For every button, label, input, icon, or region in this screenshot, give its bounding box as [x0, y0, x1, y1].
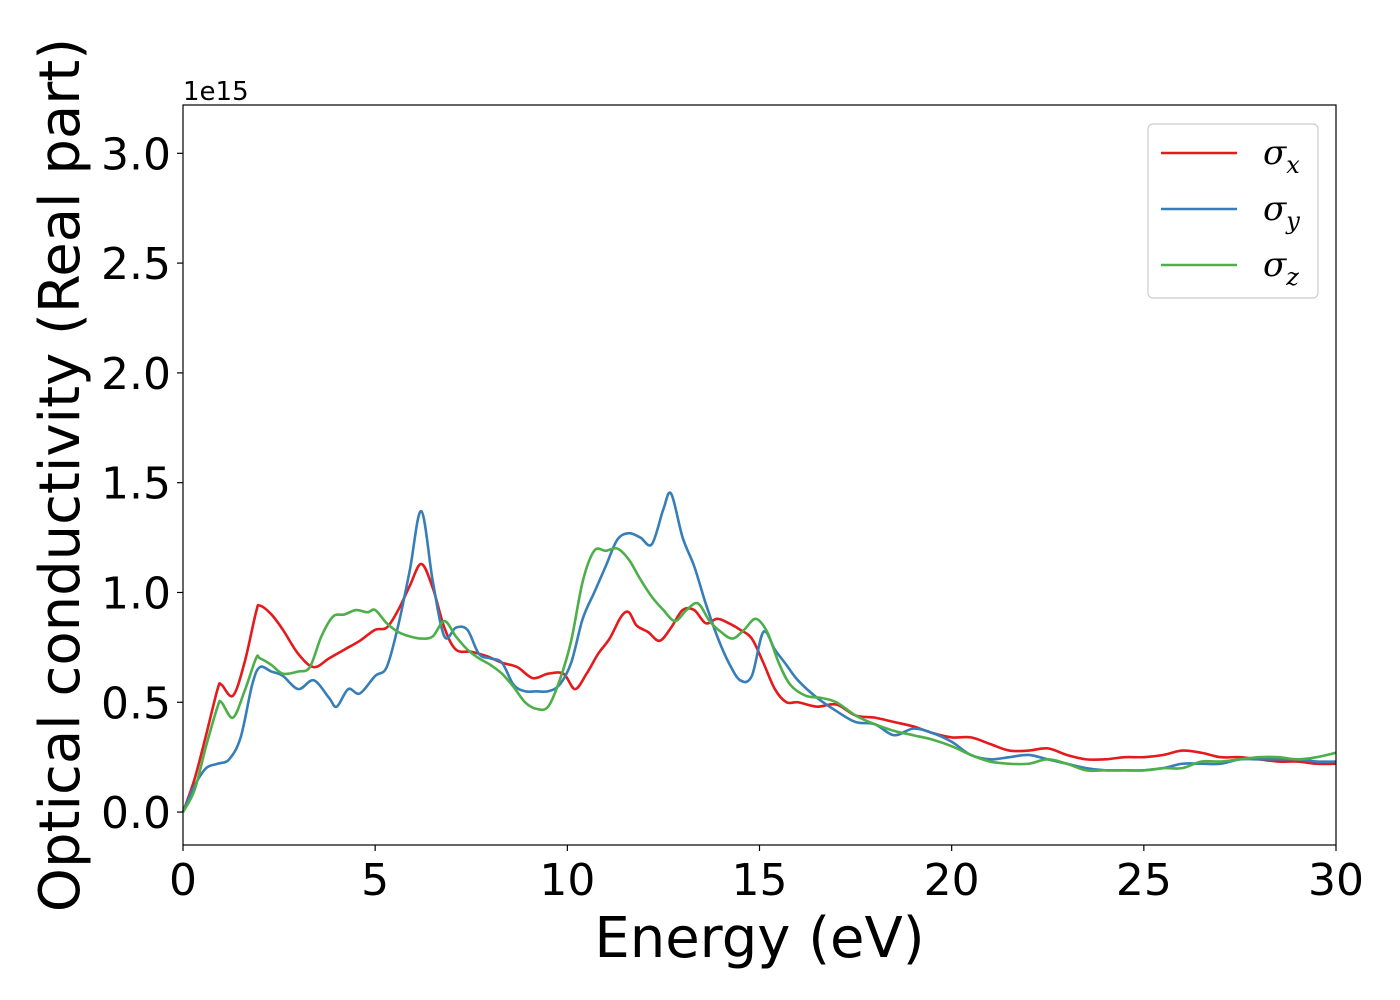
legend-label-sigma-x: σx: [1263, 133, 1300, 179]
y-axis-label: Optical conductivity (Real part): [28, 38, 93, 912]
y-tick-label: 2.0: [101, 349, 171, 400]
y-tick-label: 1.0: [101, 568, 171, 619]
y-tick-label: 3.0: [101, 129, 171, 180]
legend-box: [1147, 123, 1319, 299]
y-tick-label: 0.5: [101, 678, 171, 729]
x-tick-label: 20: [924, 855, 980, 906]
x-axis: 0 5 10 15 20 25 30: [169, 845, 1364, 906]
legend-label-sigma-y: σy: [1263, 189, 1300, 235]
x-tick-label: 5: [361, 855, 389, 906]
y-tick-label: 2.5: [101, 239, 171, 290]
y-axis: 0.0 0.5 1.0 1.5 2.0 2.5 3.0: [101, 129, 183, 839]
x-tick-label: 10: [539, 855, 595, 906]
series-line-sigma-z: [181, 546, 1337, 813]
series-group: [181, 491, 1337, 813]
y-tick-label: 1.5: [101, 459, 171, 510]
x-tick-label: 30: [1308, 855, 1364, 906]
x-tick-label: 0: [169, 855, 197, 906]
x-axis-label: Energy (eV): [594, 906, 924, 971]
x-tick-label: 15: [732, 855, 788, 906]
x-tick-label: 25: [1116, 855, 1172, 906]
y-tick-label: 0.0: [101, 788, 171, 839]
y-offset-text: 1e15: [183, 77, 249, 107]
series-line-sigma-x: [181, 562, 1337, 813]
